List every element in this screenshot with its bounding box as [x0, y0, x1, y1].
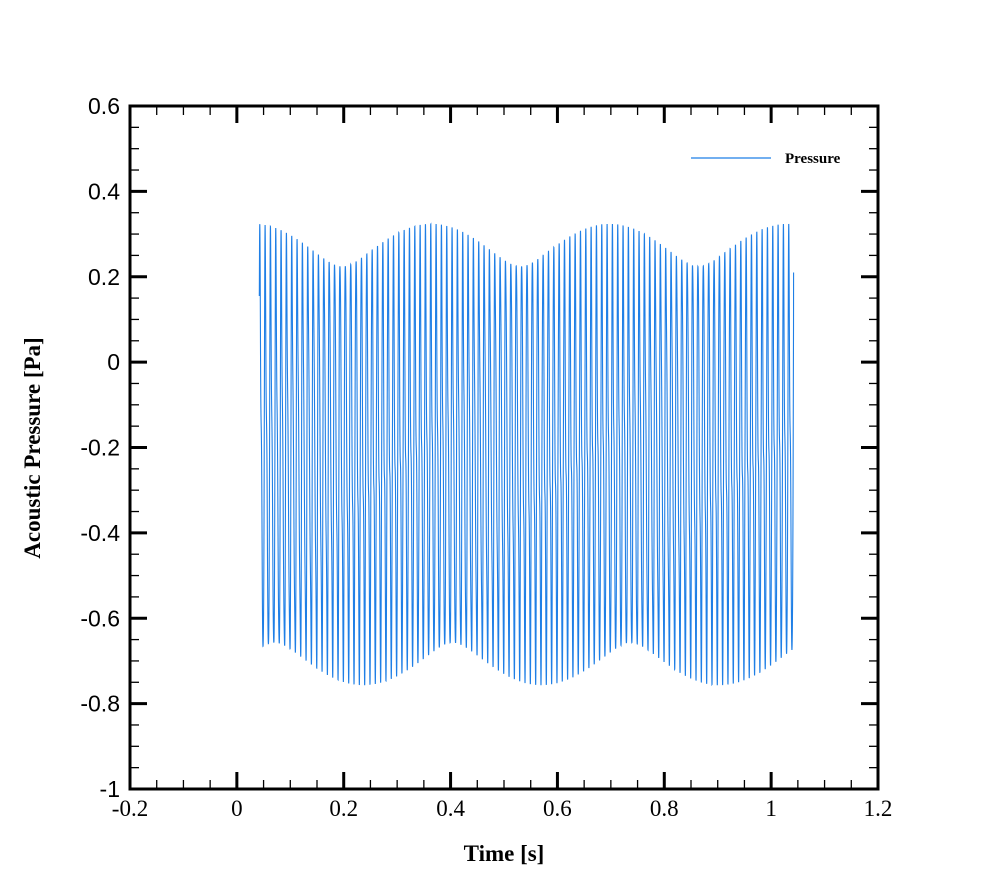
y-axis-ticks [130, 104, 878, 791]
x-tick-label: 0.2 [329, 796, 358, 821]
pressure-series [258, 222, 795, 687]
legend: Pressure [691, 151, 841, 167]
y-tick-label: 0.4 [88, 178, 120, 204]
y-tick-label: -0.2 [80, 435, 120, 461]
x-tick-label: 0.6 [543, 796, 572, 821]
y-tick-label: -0.4 [80, 520, 120, 546]
x-axis-title: Time [s] [464, 841, 545, 866]
y-tick-label: 0.2 [88, 264, 120, 290]
x-tick-label: -0.2 [112, 796, 148, 821]
x-tick-label: 1 [765, 796, 777, 821]
y-tick-label: 0 [107, 349, 120, 375]
y-axis-tick-labels: 0.6 0.4 0.2 0 -0.2 -0.4 -0.6 -0.8 -1 [80, 93, 120, 802]
x-tick-label: 0 [231, 796, 243, 821]
plot-frame [128, 104, 880, 791]
y-tick-label: -0.6 [80, 605, 120, 631]
y-axis-title: Acoustic Pressure [Pa] [20, 337, 45, 558]
legend-label-pressure: Pressure [785, 151, 841, 167]
pressure-line [258, 222, 795, 687]
x-tick-label: 0.4 [436, 796, 465, 821]
y-tick-label: 0.6 [88, 93, 120, 119]
x-tick-label: 0.8 [650, 796, 679, 821]
x-axis-tick-labels: -0.2 0 0.2 0.4 0.6 0.8 1 1.2 [112, 796, 893, 821]
y-tick-label: -0.8 [80, 691, 120, 717]
x-tick-label: 1.2 [864, 796, 893, 821]
y-tick-label: -1 [100, 776, 120, 802]
x-axis-ticks [128, 106, 880, 789]
